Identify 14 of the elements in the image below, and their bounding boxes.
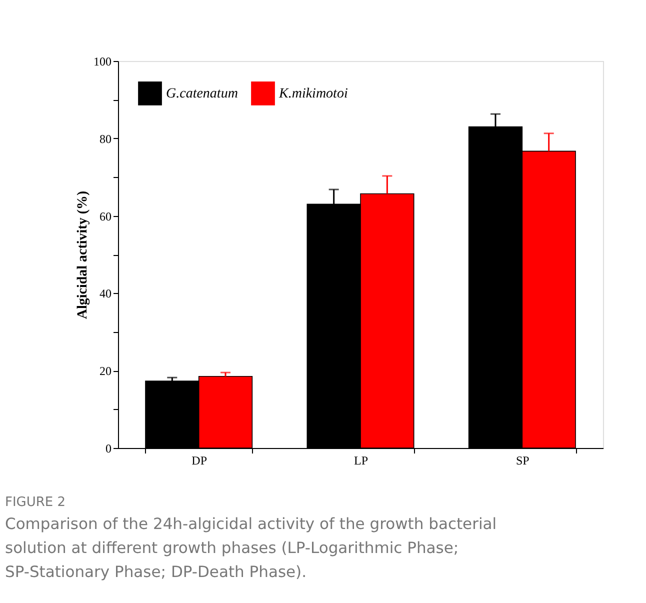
x-tick-label: SP — [516, 454, 530, 468]
x-tick-label: LP — [354, 454, 368, 468]
y-tick-label: 40 — [100, 286, 112, 301]
y-tick-label: 80 — [100, 132, 112, 146]
x-tick-label: DP — [192, 454, 208, 468]
y-axis-title: Algicidal activity (%) — [76, 190, 90, 320]
y-tick-label: 60 — [100, 209, 112, 224]
y-tick-label: 0 — [106, 442, 112, 456]
legend-label: K.mikimotoi — [278, 86, 348, 102]
text: Comparison of the 24h-algicidal activity of the growth bacterial solution at different growth phases (LP-Logarithmic Phase; SP-Stationary Phase; DP-Death Phase). — [5, 515, 497, 581]
legend-label: G.catenatum — [166, 86, 238, 102]
caption: FIGURE 2 — [5, 495, 66, 510]
y-tick-label: 100 — [94, 54, 112, 68]
y-tick-label: 20 — [100, 364, 112, 378]
